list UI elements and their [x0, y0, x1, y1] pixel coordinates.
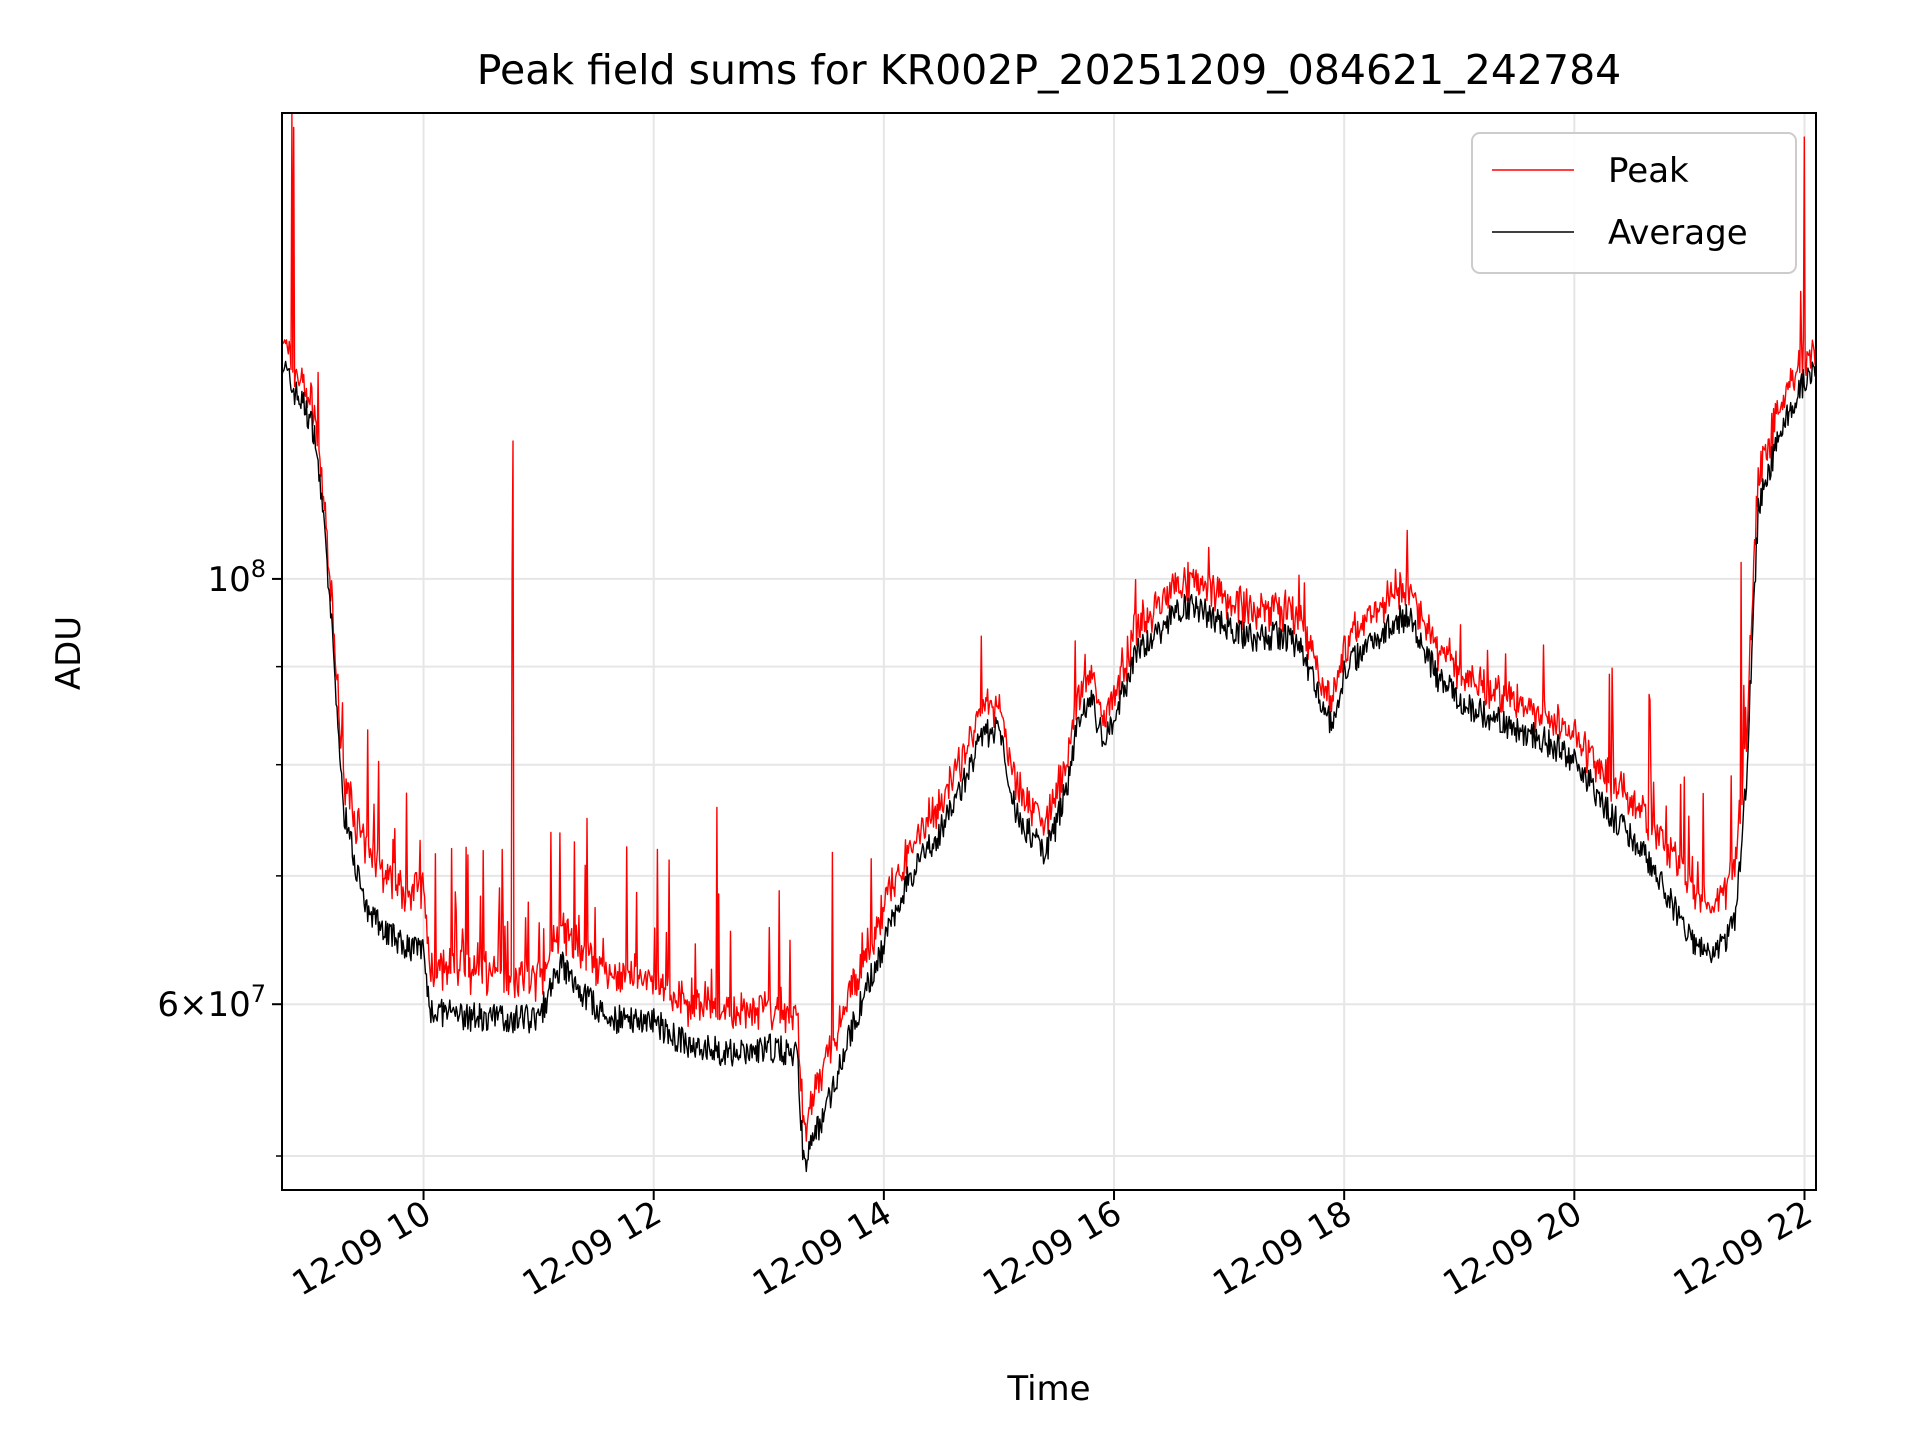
- plot-frame: [281, 112, 1817, 1191]
- grid-lines: [282, 113, 1816, 1190]
- legend-peak-label: Peak: [1608, 151, 1689, 191]
- legend: Peak Average: [1471, 132, 1797, 274]
- x-axis-label: Time: [1006, 1369, 1090, 1409]
- series-layer: [282, 113, 1816, 1173]
- legend-box: [1471, 132, 1797, 274]
- y-tick-label: 6×107: [157, 980, 266, 1025]
- y-tick-label: 108: [207, 555, 266, 600]
- y-axis-label: ADU: [49, 616, 89, 690]
- peak-series-line: [282, 113, 1816, 1142]
- chart-title: Peak field sums for KR002P_20251209_0846…: [477, 46, 1622, 94]
- legend-average-label: Average: [1608, 213, 1748, 253]
- average-series-line: [282, 357, 1816, 1173]
